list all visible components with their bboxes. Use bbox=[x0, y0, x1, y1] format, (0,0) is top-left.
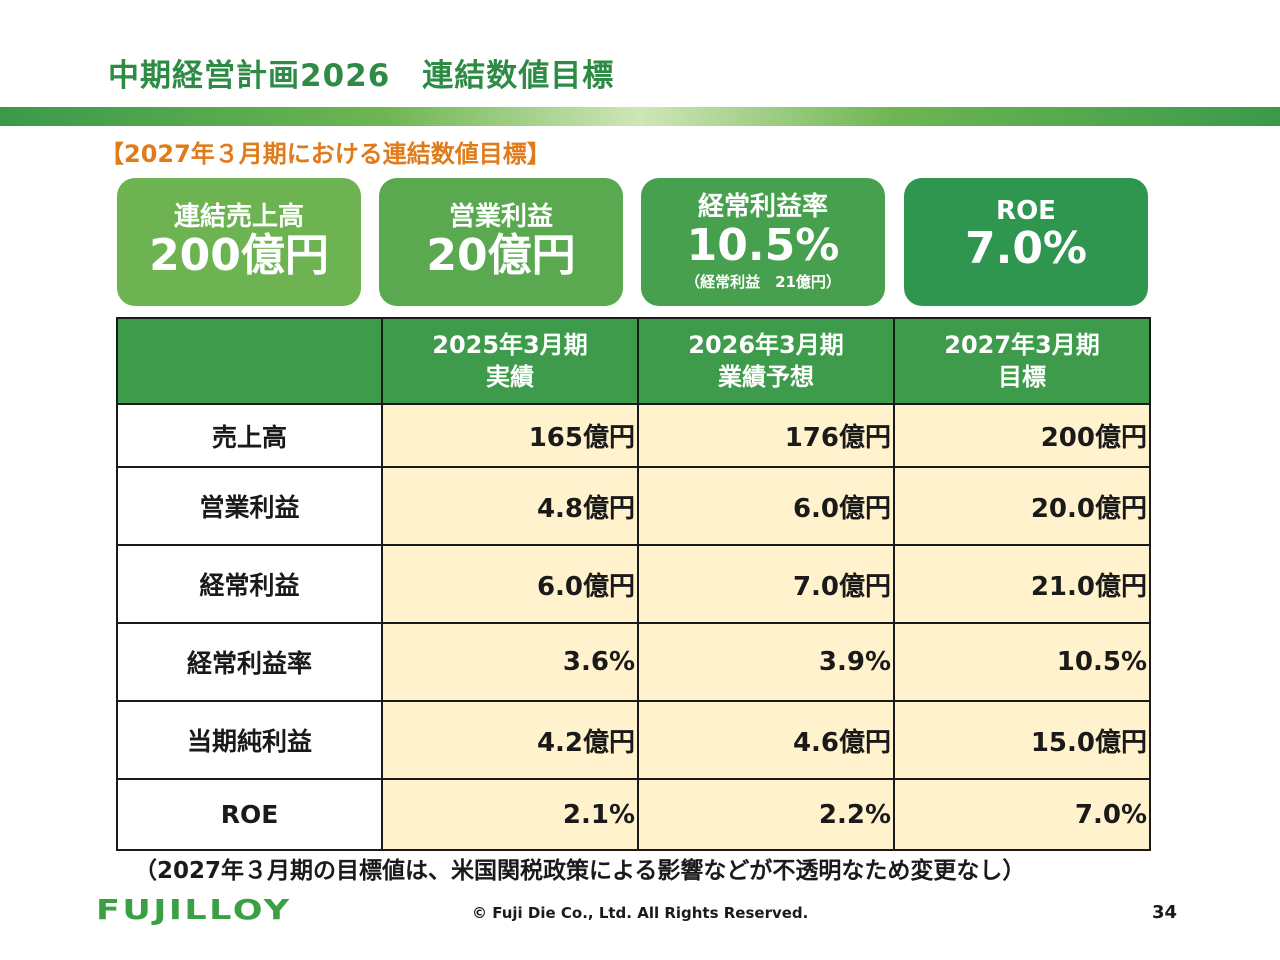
row-label: 営業利益 bbox=[116, 466, 383, 546]
table-cell: 7.0% bbox=[893, 778, 1151, 851]
targets-table: 2025年3月期 実績 2026年3月期 業績予想 2027年3月期 目標 売上高 1… bbox=[116, 317, 1151, 851]
table-header-corner bbox=[116, 317, 383, 405]
header-line1: 2025年3月期 bbox=[432, 330, 588, 359]
header-line2: 実績 bbox=[486, 363, 534, 391]
table-cell: 2.1% bbox=[381, 778, 639, 851]
kpi-value: 200億円 bbox=[149, 230, 329, 281]
table-cell: 6.0億円 bbox=[637, 466, 895, 546]
row-label: 経常利益率 bbox=[116, 622, 383, 702]
page-number: 34 bbox=[1152, 902, 1178, 923]
header-line2: 業績予想 bbox=[718, 363, 814, 391]
table-row: 売上高 165億円 176億円 200億円 bbox=[116, 403, 1151, 468]
table-row: 経常利益 6.0億円 7.0億円 21.0億円 bbox=[116, 544, 1151, 624]
table-cell: 10.5% bbox=[893, 622, 1151, 702]
kpi-label: 経常利益率 bbox=[697, 192, 828, 222]
kpi-card-operating-profit: 営業利益 20億円 bbox=[379, 178, 623, 306]
kpi-value: 7.0% bbox=[964, 223, 1088, 274]
kpi-note: （経常利益 21億円） bbox=[685, 273, 841, 292]
table-header-cell: 2027年3月期 目標 bbox=[893, 317, 1151, 405]
table-header-cell: 2026年3月期 業績予想 bbox=[637, 317, 895, 405]
table-cell: 3.9% bbox=[637, 622, 895, 702]
kpi-card-roe: ROE 7.0% bbox=[904, 178, 1148, 306]
header-line1: 2027年3月期 bbox=[944, 330, 1100, 359]
table-cell: 4.6億円 bbox=[637, 700, 895, 780]
kpi-label: ROE bbox=[996, 196, 1056, 226]
table-row: 当期純利益 4.2億円 4.6億円 15.0億円 bbox=[116, 700, 1151, 780]
kpi-value: 10.5% bbox=[686, 220, 840, 271]
table-cell: 20.0億円 bbox=[893, 466, 1151, 546]
footnote: （2027年３月期の目標値は、米国関税政策による影響などが不透明なため変更なし） bbox=[134, 858, 1026, 884]
table-row: 経常利益率 3.6% 3.9% 10.5% bbox=[116, 622, 1151, 702]
header-line2: 目標 bbox=[998, 363, 1046, 391]
kpi-label: 連結売上高 bbox=[173, 202, 304, 232]
company-logo: FUJILLOY bbox=[96, 893, 292, 926]
table-cell: 15.0億円 bbox=[893, 700, 1151, 780]
table-cell: 6.0億円 bbox=[381, 544, 639, 624]
kpi-card-ordinary-margin: 経常利益率 10.5% （経常利益 21億円） bbox=[641, 178, 885, 306]
row-label: 当期純利益 bbox=[116, 700, 383, 780]
row-label: 売上高 bbox=[116, 403, 383, 468]
row-label: 経常利益 bbox=[116, 544, 383, 624]
header-line1: 2026年3月期 bbox=[688, 330, 844, 359]
table-header-cell: 2025年3月期 実績 bbox=[381, 317, 639, 405]
table-cell: 4.8億円 bbox=[381, 466, 639, 546]
page-title: 中期経営計画2026 連結数値目標 bbox=[108, 58, 615, 94]
table-row: 営業利益 4.8億円 6.0億円 20.0億円 bbox=[116, 466, 1151, 546]
table-cell: 2.2% bbox=[637, 778, 895, 851]
table-cell: 200億円 bbox=[893, 403, 1151, 468]
row-label: ROE bbox=[116, 778, 383, 851]
table-cell: 21.0億円 bbox=[893, 544, 1151, 624]
table-row: ROE 2.1% 2.2% 7.0% bbox=[116, 778, 1151, 851]
kpi-value: 20億円 bbox=[426, 230, 576, 281]
section-subtitle: 【2027年３月期における連結数値目標】 bbox=[100, 140, 551, 168]
header-band bbox=[0, 107, 1280, 126]
table-cell: 176億円 bbox=[637, 403, 895, 468]
table-cell: 4.2億円 bbox=[381, 700, 639, 780]
copyright-text: © Fuji Die Co., Ltd. All Rights Reserved… bbox=[472, 904, 809, 922]
kpi-card-sales: 連結売上高 200億円 bbox=[117, 178, 361, 306]
table-header-row: 2025年3月期 実績 2026年3月期 業績予想 2027年3月期 目標 bbox=[116, 317, 1151, 405]
table-cell: 7.0億円 bbox=[637, 544, 895, 624]
table-cell: 3.6% bbox=[381, 622, 639, 702]
table-cell: 165億円 bbox=[381, 403, 639, 468]
kpi-label: 営業利益 bbox=[448, 202, 553, 232]
